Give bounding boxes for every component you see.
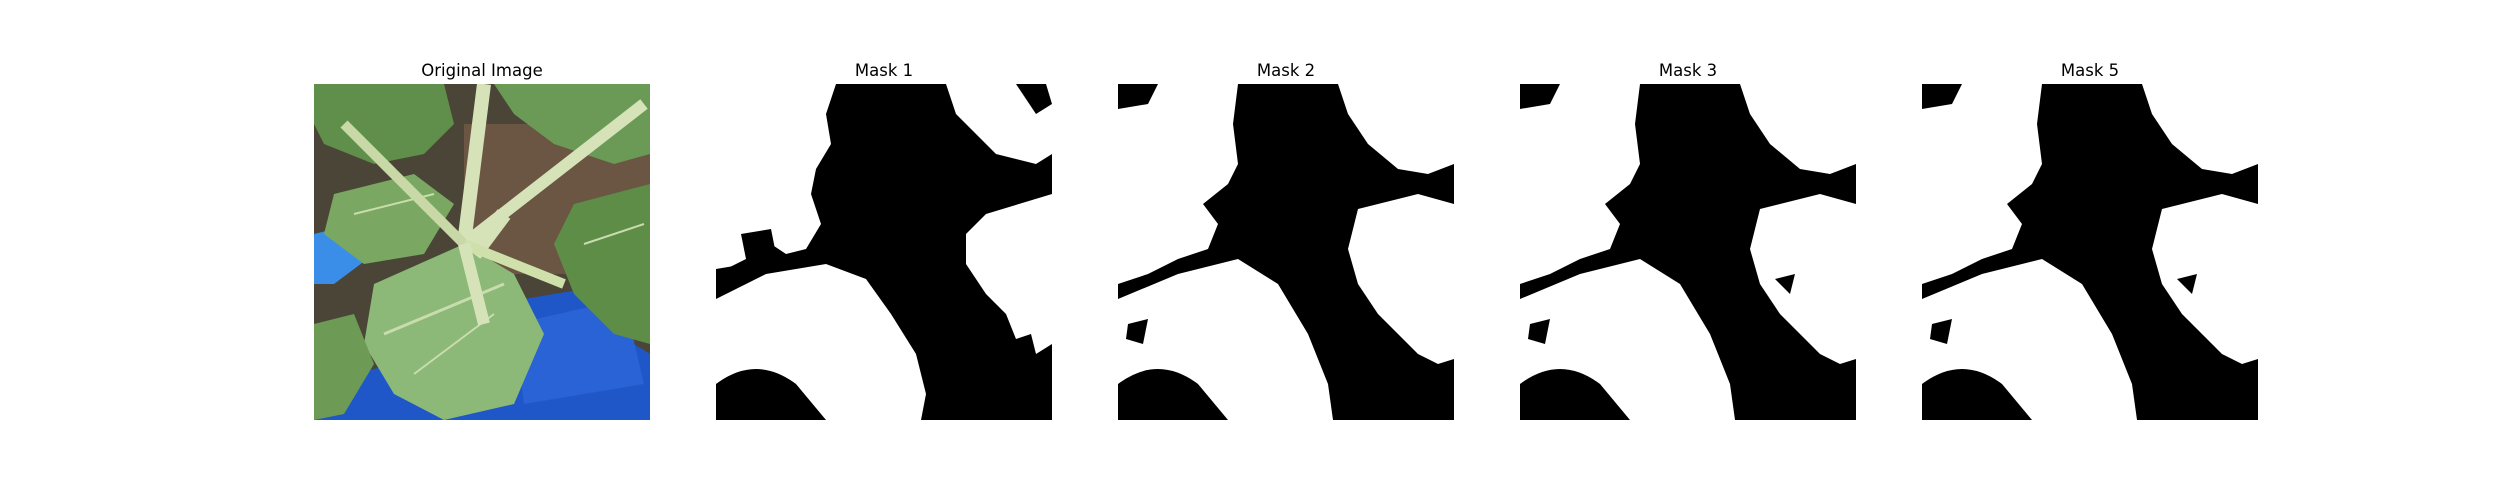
- segmentation-mask-image: [1118, 84, 1454, 420]
- panel-title: Mask 3: [1658, 61, 1718, 80]
- panel-title: Original Image: [421, 61, 543, 80]
- panel-mask-3: Mask 3: [1520, 58, 1856, 420]
- segmentation-mask-image: [716, 84, 1052, 420]
- panel-mask-5: Mask 5: [1922, 58, 2258, 420]
- segmentation-mask-image: [1922, 84, 2258, 420]
- leafy-green-plant-photo: [314, 84, 650, 420]
- panel-title: Mask 2: [1256, 61, 1316, 80]
- panel-mask-2: Mask 2: [1118, 58, 1454, 420]
- panel-title: Mask 1: [854, 61, 914, 80]
- panel-mask-1: Mask 1: [716, 58, 1052, 420]
- panel-title: Mask 5: [2060, 61, 2120, 80]
- panel-original-image: Original Image: [314, 58, 650, 420]
- segmentation-mask-image: [1520, 84, 1856, 420]
